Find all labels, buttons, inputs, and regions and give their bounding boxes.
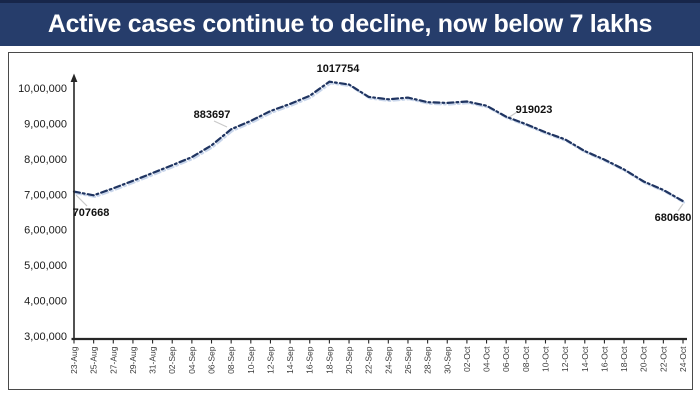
x-tick-label: 14-Sep bbox=[285, 346, 295, 374]
leader-line bbox=[677, 203, 684, 212]
y-tick-label: 7,00,000 bbox=[24, 189, 67, 201]
x-tick-label: 30-Sep bbox=[442, 346, 452, 374]
page-title: Active cases continue to decline, now be… bbox=[47, 10, 653, 38]
x-tick-label: 04-Sep bbox=[187, 346, 197, 374]
active-cases-line-shadow bbox=[74, 82, 686, 204]
x-tick-label: 18-Oct bbox=[619, 346, 629, 372]
x-tick-label: 10-Oct bbox=[540, 346, 550, 372]
x-tick-label: 22-Sep bbox=[364, 346, 374, 374]
annotation-leader-lines bbox=[75, 111, 684, 212]
x-tick-label: 16-Oct bbox=[599, 346, 609, 372]
x-tick-label: 23-Aug bbox=[69, 346, 79, 374]
x-tick-label: 02-Oct bbox=[462, 346, 472, 372]
x-tick-label: 31-Aug bbox=[148, 346, 158, 374]
y-tick-label: 3,00,000 bbox=[24, 331, 67, 343]
data-label: 707668 bbox=[73, 207, 110, 219]
leader-line bbox=[75, 194, 88, 207]
y-axis-arrow bbox=[70, 73, 78, 82]
x-tick-label: 12-Sep bbox=[265, 346, 275, 374]
x-tick-label: 02-Sep bbox=[167, 346, 177, 374]
active-cases-line bbox=[72, 80, 685, 203]
chart-panel bbox=[8, 52, 693, 390]
y-axis: 3,00,000 4,00,000 5,00,000 6,00,000 7,00,000… bbox=[18, 73, 78, 343]
x-tick-label: 24-Sep bbox=[383, 346, 393, 374]
x-tick-label: 12-Oct bbox=[560, 346, 570, 372]
title-banner: Active cases continue to decline, now be… bbox=[0, 0, 700, 46]
y-tick-label: 4,00,000 bbox=[24, 296, 67, 308]
x-tick-label: 26-Sep bbox=[403, 346, 413, 374]
data-label: 1017754 bbox=[317, 63, 361, 75]
leader-line bbox=[213, 120, 228, 128]
data-label: 680680 bbox=[655, 212, 692, 224]
x-tick-label: 06-Oct bbox=[501, 346, 511, 372]
x-tick-label: 10-Sep bbox=[246, 346, 256, 374]
x-tick-label: 28-Sep bbox=[423, 346, 433, 374]
y-tick-label: 9,00,000 bbox=[24, 118, 67, 130]
x-tick-label: 08-Sep bbox=[226, 346, 236, 374]
x-tick-label: 22-Oct bbox=[658, 346, 668, 372]
x-tick-label: 29-Aug bbox=[128, 346, 138, 374]
x-tick-label: 25-Aug bbox=[89, 346, 99, 374]
y-tick-label: 10,00,000 bbox=[18, 83, 67, 95]
x-tick-label: 16-Sep bbox=[305, 346, 315, 374]
data-label: 883697 bbox=[194, 109, 231, 121]
x-tick-label: 08-Oct bbox=[521, 346, 531, 372]
x-tick-label: 20-Oct bbox=[639, 346, 649, 372]
x-tick-label: 27-Aug bbox=[108, 346, 118, 374]
x-tick-label: 24-Oct bbox=[678, 346, 688, 372]
x-tick-label: 18-Sep bbox=[324, 346, 334, 374]
x-tick-label: 06-Sep bbox=[207, 346, 217, 374]
data-labels: 707668 883697 1017754 919023 680680 bbox=[73, 63, 692, 224]
x-tick-label: 14-Oct bbox=[580, 346, 590, 372]
y-tick-label: 8,00,000 bbox=[24, 154, 67, 166]
x-tick-label: 04-Oct bbox=[482, 346, 492, 372]
data-label: 919023 bbox=[516, 104, 553, 116]
x-tick-label: 20-Sep bbox=[344, 346, 354, 374]
y-tick-label: 6,00,000 bbox=[24, 225, 67, 237]
x-axis: 23-Aug 25-Aug 27-Aug 29-Aug 31-Aug 02-Sep 04-S… bbox=[69, 337, 688, 374]
y-tick-label: 5,00,000 bbox=[24, 260, 67, 272]
